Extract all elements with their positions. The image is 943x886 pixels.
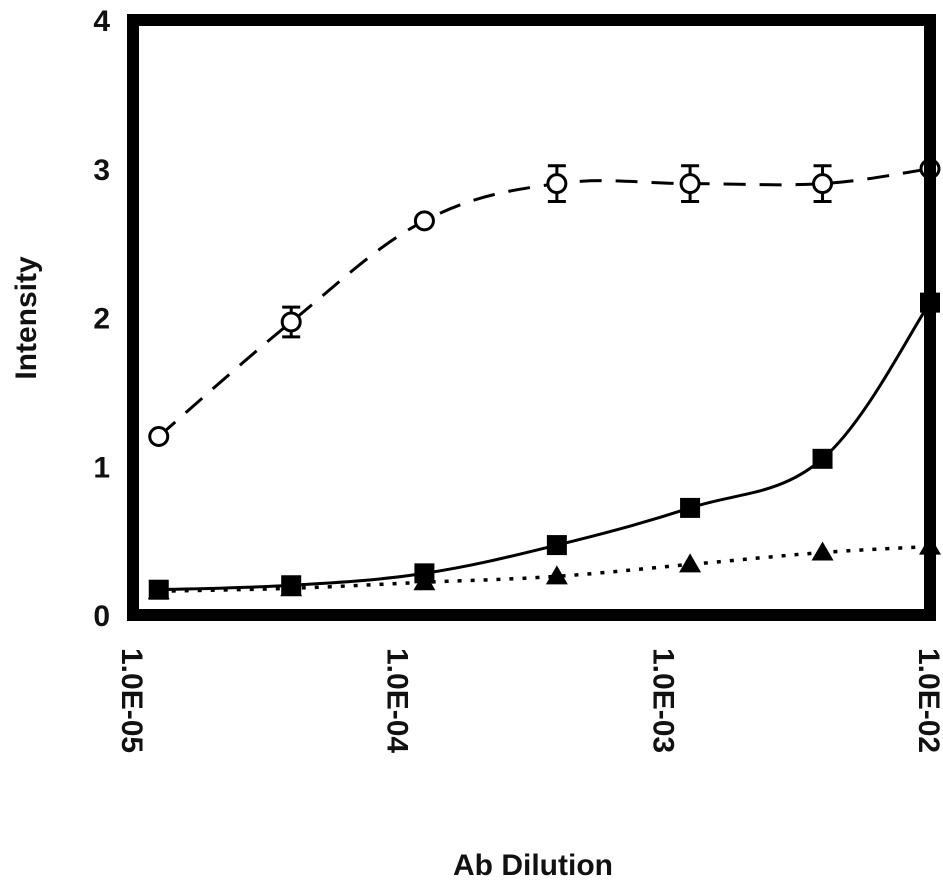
plot-marks bbox=[147, 158, 941, 600]
y-tick-label: 0 bbox=[93, 600, 110, 633]
series-line-0 bbox=[157, 167, 931, 438]
data-point-circle bbox=[148, 426, 170, 447]
data-point-square bbox=[281, 575, 302, 596]
data-point-triangle bbox=[811, 541, 834, 561]
data-point-square bbox=[680, 497, 701, 518]
y-tick-labels: 0 1 2 3 4 bbox=[93, 5, 110, 633]
x-tick-label: 1.0E-04 bbox=[381, 648, 414, 753]
data-point-circle bbox=[679, 173, 701, 195]
data-point-circle bbox=[280, 311, 302, 333]
data-point-circle bbox=[546, 173, 568, 195]
y-tick-label: 3 bbox=[93, 154, 110, 187]
data-point-circle bbox=[413, 210, 435, 232]
y-tick-label: 4 bbox=[93, 5, 110, 38]
y-tick-label: 1 bbox=[93, 451, 110, 484]
series-line-2 bbox=[158, 544, 931, 593]
data-point-square bbox=[812, 448, 833, 469]
data-point-square bbox=[148, 579, 169, 600]
y-tick-label: 2 bbox=[93, 303, 110, 336]
x-tick-label: 1.0E-02 bbox=[912, 648, 943, 753]
x-axis-label: Ab Dilution bbox=[453, 849, 613, 882]
x-tick-label: 1.0E-05 bbox=[115, 648, 148, 753]
series-line-1 bbox=[158, 301, 932, 592]
data-point-triangle bbox=[545, 565, 568, 585]
data-point-square bbox=[414, 563, 435, 584]
data-point-square bbox=[546, 535, 567, 556]
data-point-triangle bbox=[679, 553, 702, 573]
y-axis-label: Intensity bbox=[10, 256, 43, 380]
data-point-circle bbox=[812, 173, 834, 195]
plot-frame bbox=[127, 14, 936, 621]
x-tick-labels: 1.0E-05 1.0E-04 1.0E-03 1.0E-02 bbox=[115, 648, 943, 753]
x-tick-label: 1.0E-03 bbox=[646, 648, 679, 753]
